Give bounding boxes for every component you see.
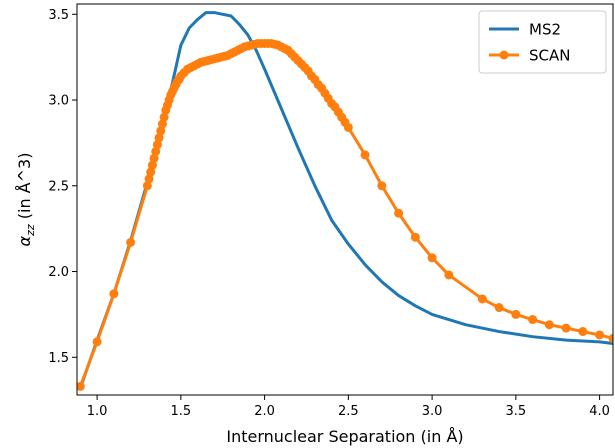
y-tick-label: 3.0 bbox=[48, 94, 69, 109]
data-point-scan bbox=[511, 309, 521, 319]
data-point-scan bbox=[152, 140, 162, 150]
data-point-scan bbox=[92, 337, 102, 347]
data-point-scan bbox=[157, 119, 167, 129]
legend-marker-scan bbox=[499, 50, 509, 60]
data-point-scan bbox=[528, 315, 538, 325]
data-point-scan bbox=[343, 122, 353, 132]
data-point-scan bbox=[360, 150, 370, 160]
legend-entry-ms2: MS2 bbox=[489, 21, 561, 39]
data-point-scan bbox=[159, 112, 169, 122]
legend-label-scan: SCAN bbox=[529, 47, 570, 65]
x-tick-label: 3.5 bbox=[506, 404, 527, 419]
data-point-scan bbox=[77, 381, 85, 391]
x-tick-label: 4.0 bbox=[589, 404, 610, 419]
data-point-scan bbox=[444, 270, 454, 280]
data-point-scan bbox=[109, 289, 119, 299]
series-scan bbox=[77, 38, 613, 391]
data-point-scan bbox=[144, 174, 154, 184]
y-tick-label: 1.5 bbox=[48, 351, 69, 366]
data-point-scan bbox=[147, 160, 157, 170]
data-point-scan bbox=[427, 253, 437, 263]
x-tick-label: 2.5 bbox=[338, 404, 359, 419]
data-point-scan bbox=[154, 133, 164, 143]
y-tick-label: 2.0 bbox=[48, 265, 69, 280]
legend-box bbox=[478, 10, 607, 74]
legend: MS2 SCAN bbox=[478, 10, 607, 74]
y-tick-label: 2.5 bbox=[48, 179, 69, 194]
x-tick-label: 2.0 bbox=[254, 404, 275, 419]
data-point-scan bbox=[151, 146, 161, 156]
data-point-scan bbox=[608, 333, 613, 343]
data-point-scan bbox=[595, 330, 605, 340]
data-point-scan bbox=[377, 181, 387, 191]
data-point-scan bbox=[561, 323, 571, 333]
y-axis-label-subscript: zz bbox=[24, 224, 37, 237]
series-layer bbox=[77, 11, 613, 391]
data-point-scan bbox=[477, 294, 487, 304]
x-tick-label: 3.0 bbox=[422, 404, 443, 419]
data-point-scan bbox=[410, 232, 420, 242]
y-tick-label: 3.5 bbox=[48, 8, 69, 23]
data-point-scan bbox=[126, 237, 136, 247]
x-axis-label: Internuclear Separation (in Å) bbox=[226, 427, 463, 446]
y-axis-label: αzz (in Å^3) bbox=[15, 153, 37, 247]
data-point-scan bbox=[142, 181, 152, 191]
x-tick-label: 1.5 bbox=[171, 404, 192, 419]
y-axis-label-symbol: α bbox=[15, 235, 34, 246]
data-point-scan bbox=[494, 303, 504, 313]
y-axis: 1.5 2.0 2.5 3.0 3.5 bbox=[48, 8, 77, 366]
data-point-scan bbox=[146, 167, 156, 177]
data-point-scan bbox=[394, 208, 404, 218]
x-tick-label: 1.0 bbox=[87, 404, 108, 419]
legend-entry-scan: SCAN bbox=[489, 47, 570, 65]
data-point-scan bbox=[578, 327, 588, 337]
plot-frame bbox=[76, 3, 614, 396]
data-point-scan bbox=[149, 153, 159, 163]
y-axis-label-unit: (in Å^3) bbox=[15, 153, 34, 225]
data-point-scan bbox=[156, 126, 166, 136]
x-axis: 1.0 1.5 2.0 2.5 3.0 3.5 4.0 bbox=[87, 395, 610, 419]
data-point-scan bbox=[544, 320, 554, 330]
legend-label-ms2: MS2 bbox=[529, 21, 561, 39]
